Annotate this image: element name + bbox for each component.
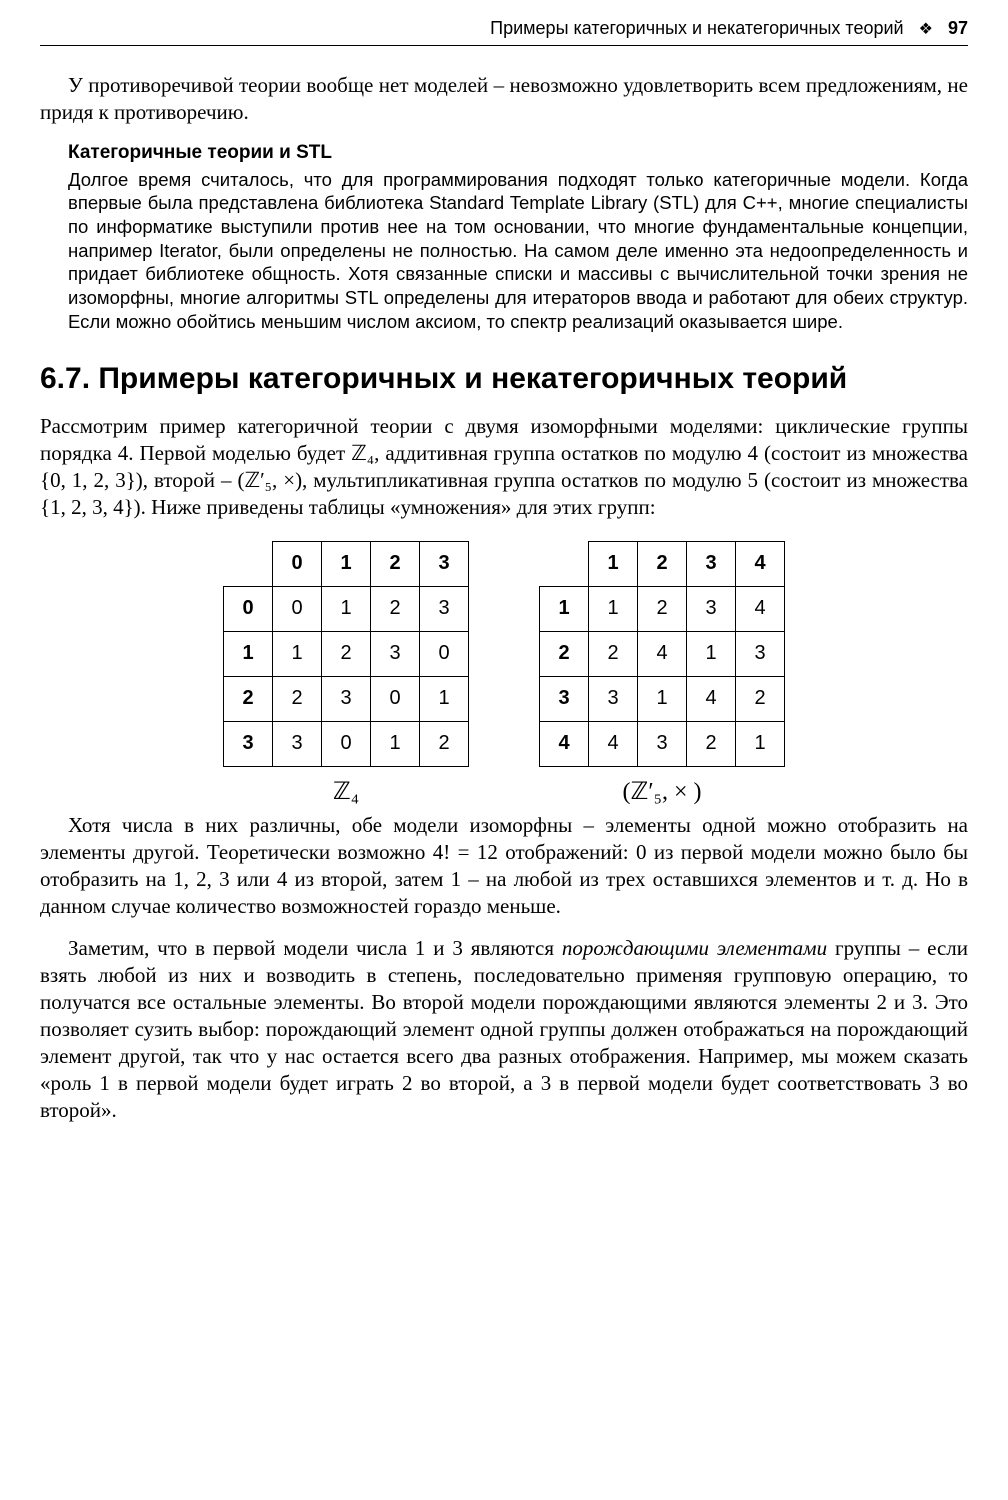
- col-header: 0: [273, 541, 322, 586]
- cell: 4: [638, 631, 687, 676]
- cell: 2: [420, 721, 469, 766]
- tables-row: 0 1 2 3 0 0 1 2 3 1 1 2 3 0: [40, 541, 968, 806]
- cell: 1: [371, 721, 420, 766]
- row-header: 1: [540, 586, 589, 631]
- cell: 1: [420, 676, 469, 721]
- row-header: 1: [224, 631, 273, 676]
- col-header: 4: [736, 541, 785, 586]
- col-header: 3: [687, 541, 736, 586]
- table-row: 4 4 3 2 1: [540, 721, 785, 766]
- col-header: 2: [638, 541, 687, 586]
- emphasis-term: порождающими элементами: [562, 936, 827, 960]
- cell: 4: [687, 676, 736, 721]
- col-header: 3: [420, 541, 469, 586]
- cell: 0: [273, 586, 322, 631]
- cell: 0: [322, 721, 371, 766]
- header-title: Примеры категоричных и некатегоричных те…: [490, 18, 903, 38]
- table-z5-wrap: 1 2 3 4 1 1 2 3 4 2 2 4 1 3: [539, 541, 785, 806]
- table-row: 3 3 0 1 2: [224, 721, 469, 766]
- col-header: 2: [371, 541, 420, 586]
- cell: 2: [371, 586, 420, 631]
- table-row: 1 1 2 3 4: [540, 586, 785, 631]
- row-header: 3: [540, 676, 589, 721]
- cell: 2: [687, 721, 736, 766]
- row-header: 2: [224, 676, 273, 721]
- cell: 1: [589, 586, 638, 631]
- running-header: Примеры категоричных и некатегоричных те…: [40, 18, 968, 46]
- text-run: группы – если взять любой из них и возво…: [40, 936, 968, 1121]
- cell: 2: [322, 631, 371, 676]
- table-row: 2 2 4 1 3: [540, 631, 785, 676]
- header-separator-icon: ❖: [919, 21, 933, 38]
- paragraph-section-intro: Рассмотрим пример категоричной теории с …: [40, 413, 968, 521]
- cell: 3: [273, 721, 322, 766]
- cell: 3: [589, 676, 638, 721]
- table-z5-caption: (ℤ′₅, × ): [539, 777, 785, 806]
- table-z4-wrap: 0 1 2 3 0 0 1 2 3 1 1 2 3 0: [223, 541, 469, 806]
- table-z5: 1 2 3 4 1 1 2 3 4 2 2 4 1 3: [539, 541, 785, 767]
- table-z4-caption: ℤ₄: [223, 777, 469, 806]
- callout-body: Долгое время считалось, что для программ…: [68, 168, 968, 334]
- cell: 0: [371, 676, 420, 721]
- table-row: 3 3 1 4 2: [540, 676, 785, 721]
- table-row: 0 1 2 3: [224, 541, 469, 586]
- table-row: 2 2 3 0 1: [224, 676, 469, 721]
- cell: 0: [420, 631, 469, 676]
- table-corner: [224, 541, 273, 586]
- cell: 1: [273, 631, 322, 676]
- paragraph-generators: Заметим, что в первой модели числа 1 и 3…: [40, 935, 968, 1123]
- cell: 3: [420, 586, 469, 631]
- cell: 1: [638, 676, 687, 721]
- col-header: 1: [322, 541, 371, 586]
- cell: 3: [322, 676, 371, 721]
- paragraph-intro: У противоречивой теории вообще нет модел…: [40, 72, 968, 126]
- row-header: 0: [224, 586, 273, 631]
- callout-title: Категоричные теории и STL: [68, 142, 968, 164]
- text-run: Заметим, что в первой модели числа 1 и 3…: [68, 936, 562, 960]
- cell: 3: [638, 721, 687, 766]
- cell: 2: [736, 676, 785, 721]
- row-header: 3: [224, 721, 273, 766]
- cell: 3: [687, 586, 736, 631]
- table-corner: [540, 541, 589, 586]
- row-header: 4: [540, 721, 589, 766]
- cell: 1: [736, 721, 785, 766]
- cell: 2: [589, 631, 638, 676]
- cell: 3: [736, 631, 785, 676]
- page: Примеры категоричных и некатегоричных те…: [0, 0, 1008, 1170]
- table-row: 0 0 1 2 3: [224, 586, 469, 631]
- cell: 2: [273, 676, 322, 721]
- row-header: 2: [540, 631, 589, 676]
- cell: 4: [736, 586, 785, 631]
- table-row: 1 2 3 4: [540, 541, 785, 586]
- section-heading: 6.7. Примеры категоричных и некатегоричн…: [40, 361, 968, 397]
- cell: 1: [322, 586, 371, 631]
- col-header: 1: [589, 541, 638, 586]
- page-number: 97: [948, 18, 968, 38]
- cell: 4: [589, 721, 638, 766]
- table-z4: 0 1 2 3 0 0 1 2 3 1 1 2 3 0: [223, 541, 469, 767]
- table-row: 1 1 2 3 0: [224, 631, 469, 676]
- paragraph-isomorphic: Хотя числа в них различны, обе модели из…: [40, 812, 968, 920]
- cell: 1: [687, 631, 736, 676]
- cell: 3: [371, 631, 420, 676]
- callout-box: Категоричные теории и STL Долгое время с…: [40, 142, 968, 334]
- cell: 2: [638, 586, 687, 631]
